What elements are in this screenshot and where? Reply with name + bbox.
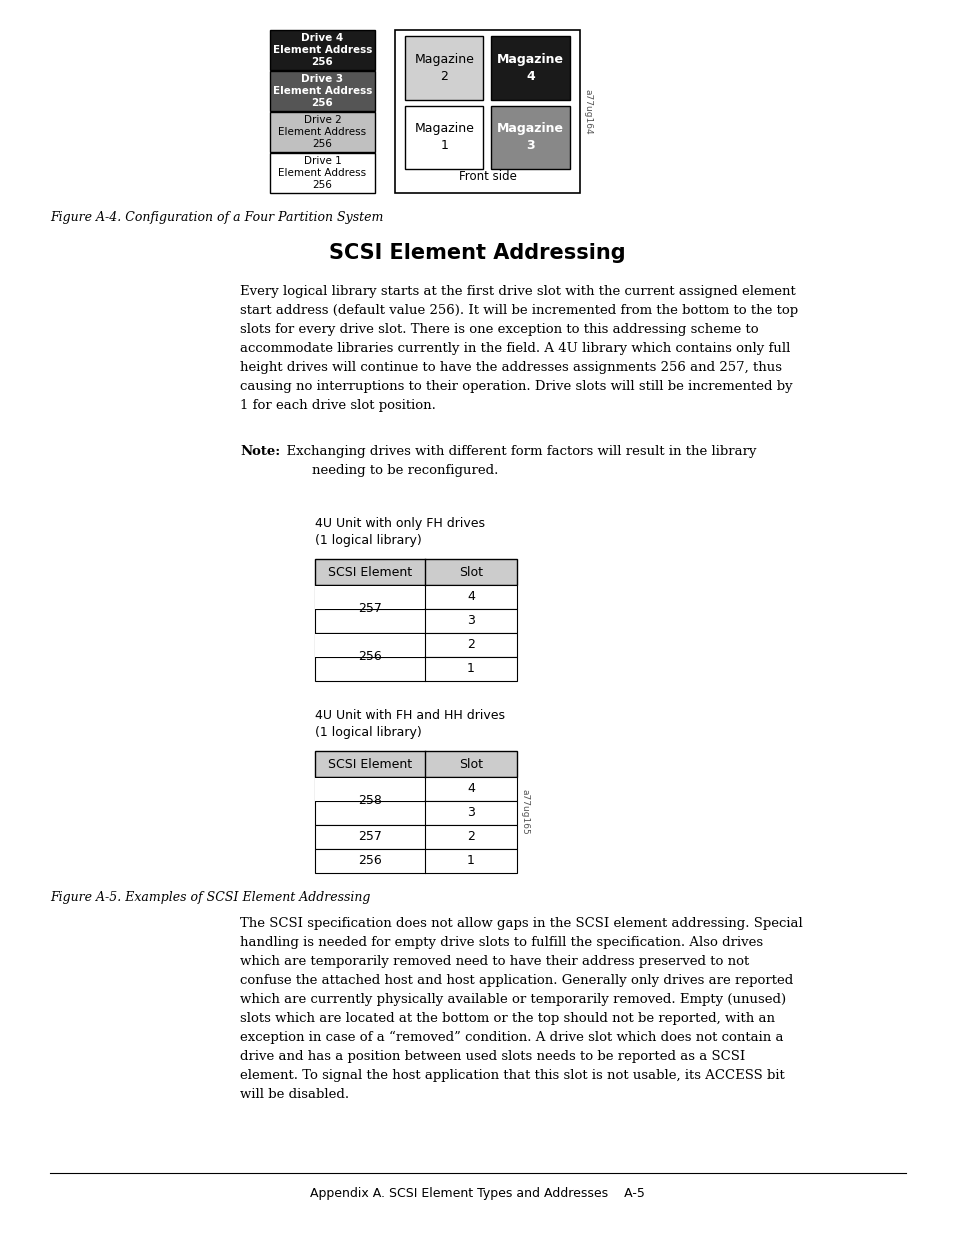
Text: 1: 1 [467, 855, 475, 867]
Text: Magazine
2: Magazine 2 [414, 53, 474, 83]
Bar [314, 585, 517, 609]
Text: Figure A-5. Examples of SCSI Element Addressing: Figure A-5. Examples of SCSI Element Add… [50, 890, 370, 904]
Bar [314, 657, 517, 680]
Text: Magazine
3: Magazine 3 [497, 122, 563, 152]
Text: 4U Unit with FH and HH drives
(1 logical library): 4U Unit with FH and HH drives (1 logical… [314, 709, 504, 739]
Bar [395, 30, 579, 193]
Bar [270, 153, 375, 193]
Text: Every logical library starts at the first drive slot with the current assigned e: Every logical library starts at the firs… [240, 285, 798, 412]
Text: Drive 4
Element Address
256: Drive 4 Element Address 256 [273, 32, 372, 68]
Text: Drive 3
Element Address
256: Drive 3 Element Address 256 [273, 74, 372, 109]
Text: 1: 1 [467, 662, 475, 676]
Bar [315, 585, 424, 609]
Text: Figure A-4. Configuration of a Four Partition System: Figure A-4. Configuration of a Four Part… [50, 211, 383, 224]
Text: a77ug164: a77ug164 [583, 89, 593, 135]
Bar [314, 609, 517, 634]
Text: The SCSI specification does not allow gaps in the SCSI element addressing. Speci: The SCSI specification does not allow ga… [240, 918, 801, 1102]
Text: 258: 258 [357, 794, 381, 808]
Text: Appendix A. SCSI Element Types and Addresses    A-5: Appendix A. SCSI Element Types and Addre… [309, 1187, 644, 1200]
Bar [491, 36, 569, 100]
Text: 256: 256 [357, 855, 381, 867]
Text: 4U Unit with only FH drives
(1 logical library): 4U Unit with only FH drives (1 logical l… [314, 517, 484, 547]
Bar [314, 802, 517, 825]
Text: Drive 2
Element Address
256: Drive 2 Element Address 256 [278, 115, 366, 149]
Bar [270, 70, 375, 111]
Text: 257: 257 [357, 603, 381, 615]
Text: Exchanging drives with different form factors will result in the library
       : Exchanging drives with different form fa… [277, 445, 756, 477]
Bar [314, 751, 517, 777]
Bar [314, 559, 517, 585]
Bar [491, 105, 569, 169]
Text: 2: 2 [467, 638, 475, 652]
Bar [314, 634, 517, 657]
Text: SCSI Element: SCSI Element [328, 566, 412, 578]
Text: 4: 4 [467, 783, 475, 795]
Text: Drive 1
Element Address
256: Drive 1 Element Address 256 [278, 156, 366, 190]
Bar [314, 825, 517, 848]
Bar [405, 36, 483, 100]
Text: 2: 2 [467, 830, 475, 844]
Bar [405, 105, 483, 169]
Text: 4: 4 [467, 590, 475, 604]
Text: Magazine
1: Magazine 1 [414, 122, 474, 152]
Text: 257: 257 [357, 830, 381, 844]
Text: Slot: Slot [458, 757, 482, 771]
Text: SCSI Element: SCSI Element [328, 757, 412, 771]
Bar [314, 777, 517, 802]
Bar [315, 634, 424, 657]
Text: Front side: Front side [458, 170, 516, 183]
Text: 3: 3 [467, 806, 475, 820]
Text: Slot: Slot [458, 566, 482, 578]
Text: a77ug165: a77ug165 [520, 789, 530, 835]
Text: 256: 256 [357, 651, 381, 663]
Bar [270, 30, 375, 70]
Text: Note:: Note: [240, 445, 280, 458]
Text: Magazine
4: Magazine 4 [497, 53, 563, 83]
Bar [270, 112, 375, 152]
Text: SCSI Element Addressing: SCSI Element Addressing [329, 243, 624, 263]
Bar [314, 848, 517, 873]
Text: 3: 3 [467, 615, 475, 627]
Bar [315, 778, 424, 800]
